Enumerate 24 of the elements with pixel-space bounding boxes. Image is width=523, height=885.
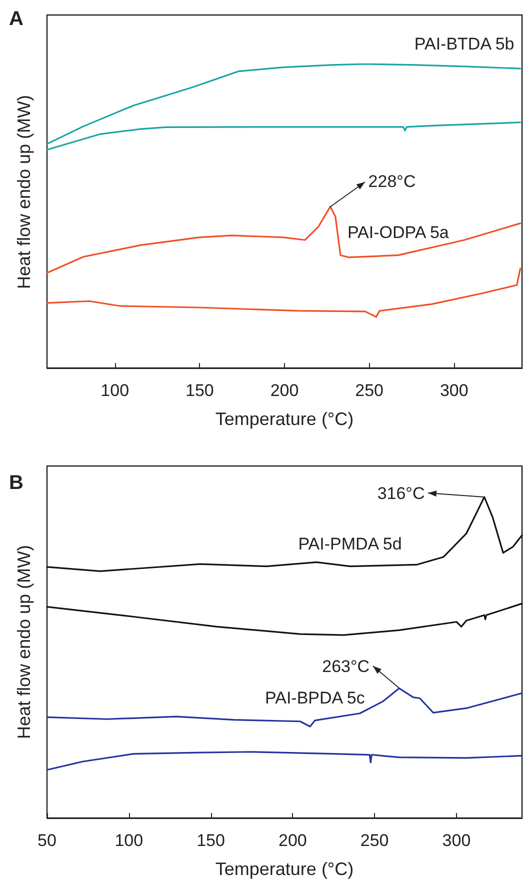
x-tick-label: 100 (100, 381, 130, 400)
x-tick-label: 200 (270, 381, 299, 400)
series-label: PAI-BPDA 5c (265, 688, 366, 708)
x-tick-label: 100 (114, 831, 144, 850)
series-label: PAI-BTDA 5b (414, 34, 514, 54)
x-tick-label: 300 (440, 381, 468, 400)
x-tick-label: 150 (196, 831, 225, 850)
x-tick-label: 300 (442, 831, 471, 850)
series-label: PAI-PMDA 5d (298, 534, 402, 554)
x-axis-title: Temperature (°C) (215, 409, 354, 429)
series-label: PAI-ODPA 5a (347, 223, 450, 242)
chart-title: A (9, 8, 24, 30)
x-axis-title: Temperature (°C) (215, 859, 354, 879)
annotation: 316°C (377, 484, 425, 502)
annotation: 263°C (322, 656, 370, 676)
chart-title: B (9, 472, 24, 494)
y-axis-title: Heat flow endo up (MW) (14, 94, 34, 289)
x-tick-label: 150 (185, 381, 214, 400)
x-tick-label: 250 (355, 381, 384, 400)
annotation: 228°C (368, 172, 416, 192)
x-tick-label: 50 (38, 831, 56, 850)
y-axis-title: Heat flow endo up (MW) (14, 544, 34, 740)
x-tick-label: 250 (360, 831, 389, 850)
x-tick-label: 200 (278, 831, 307, 850)
